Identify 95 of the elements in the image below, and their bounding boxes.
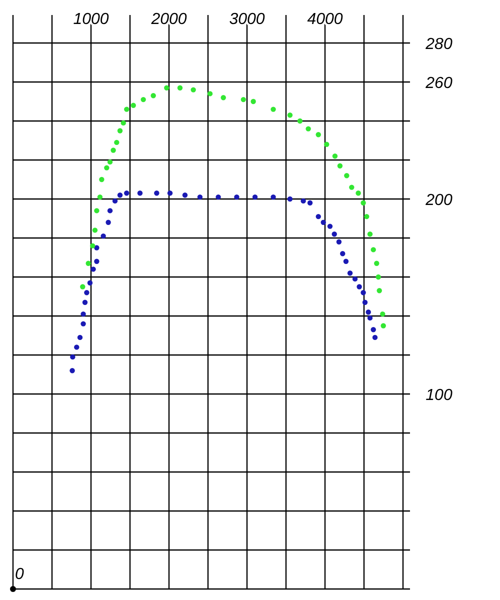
point bbox=[250, 98, 256, 104]
point bbox=[376, 274, 381, 280]
point bbox=[220, 95, 226, 100]
point bbox=[197, 194, 203, 200]
point bbox=[372, 334, 378, 340]
point bbox=[316, 214, 321, 220]
point bbox=[112, 198, 118, 204]
point bbox=[94, 208, 100, 214]
point bbox=[270, 106, 276, 112]
point bbox=[327, 224, 333, 229]
point bbox=[90, 266, 96, 272]
point bbox=[234, 194, 240, 200]
point bbox=[99, 176, 104, 182]
point bbox=[340, 251, 346, 256]
point bbox=[107, 159, 113, 165]
point bbox=[104, 165, 110, 170]
point bbox=[86, 260, 91, 266]
point bbox=[106, 220, 111, 225]
point bbox=[70, 368, 75, 374]
y-tick-label: 260 bbox=[424, 75, 452, 92]
point bbox=[100, 233, 106, 239]
point bbox=[80, 321, 86, 326]
point bbox=[332, 232, 337, 237]
point bbox=[374, 260, 380, 266]
point bbox=[207, 91, 213, 96]
point bbox=[114, 140, 120, 146]
point bbox=[364, 214, 370, 220]
point bbox=[120, 120, 126, 126]
point bbox=[177, 85, 183, 90]
point bbox=[366, 310, 371, 315]
point bbox=[240, 96, 246, 102]
point bbox=[124, 190, 130, 196]
point bbox=[306, 126, 311, 132]
annotation: 0 bbox=[15, 566, 24, 583]
point bbox=[316, 132, 321, 138]
point bbox=[349, 184, 354, 190]
point bbox=[367, 315, 373, 321]
point bbox=[107, 208, 113, 214]
point bbox=[337, 163, 343, 168]
point bbox=[356, 190, 361, 196]
point bbox=[287, 196, 293, 202]
point bbox=[182, 192, 188, 198]
point bbox=[297, 118, 303, 124]
point bbox=[216, 194, 221, 200]
point bbox=[74, 344, 80, 350]
point bbox=[370, 327, 376, 332]
point bbox=[336, 239, 342, 244]
point bbox=[137, 190, 143, 196]
point bbox=[80, 284, 86, 290]
point bbox=[367, 232, 373, 237]
point bbox=[117, 192, 123, 198]
point bbox=[347, 270, 353, 276]
point bbox=[332, 154, 338, 159]
point bbox=[124, 106, 130, 112]
point bbox=[94, 258, 100, 264]
point bbox=[77, 334, 83, 340]
point bbox=[362, 300, 368, 305]
point bbox=[154, 190, 160, 196]
point bbox=[167, 190, 173, 196]
point bbox=[380, 323, 386, 328]
point bbox=[87, 280, 93, 286]
y-tick-label: 280 bbox=[424, 36, 452, 53]
point bbox=[84, 290, 90, 296]
point bbox=[92, 228, 98, 233]
point bbox=[110, 148, 116, 153]
point bbox=[130, 102, 136, 108]
y-tick-label: 100 bbox=[426, 387, 452, 404]
point bbox=[164, 85, 170, 90]
point bbox=[360, 290, 366, 296]
point bbox=[82, 300, 88, 305]
point bbox=[320, 220, 326, 225]
point bbox=[360, 200, 366, 206]
point bbox=[90, 243, 96, 248]
point bbox=[117, 128, 123, 134]
point bbox=[287, 112, 293, 118]
point bbox=[190, 87, 196, 92]
point bbox=[252, 194, 258, 200]
point bbox=[70, 354, 76, 360]
point bbox=[300, 198, 306, 204]
point bbox=[344, 173, 350, 178]
point bbox=[94, 245, 100, 250]
point bbox=[343, 258, 349, 264]
point bbox=[376, 288, 382, 294]
point bbox=[150, 93, 156, 98]
point bbox=[380, 311, 386, 317]
point bbox=[356, 284, 362, 290]
point bbox=[352, 276, 358, 282]
point bbox=[370, 247, 376, 252]
point bbox=[324, 142, 330, 147]
point bbox=[97, 194, 103, 200]
point bbox=[80, 311, 86, 317]
point bbox=[307, 200, 313, 206]
y-tick-label: 200 bbox=[424, 192, 452, 209]
point bbox=[140, 96, 146, 102]
point bbox=[270, 194, 276, 200]
